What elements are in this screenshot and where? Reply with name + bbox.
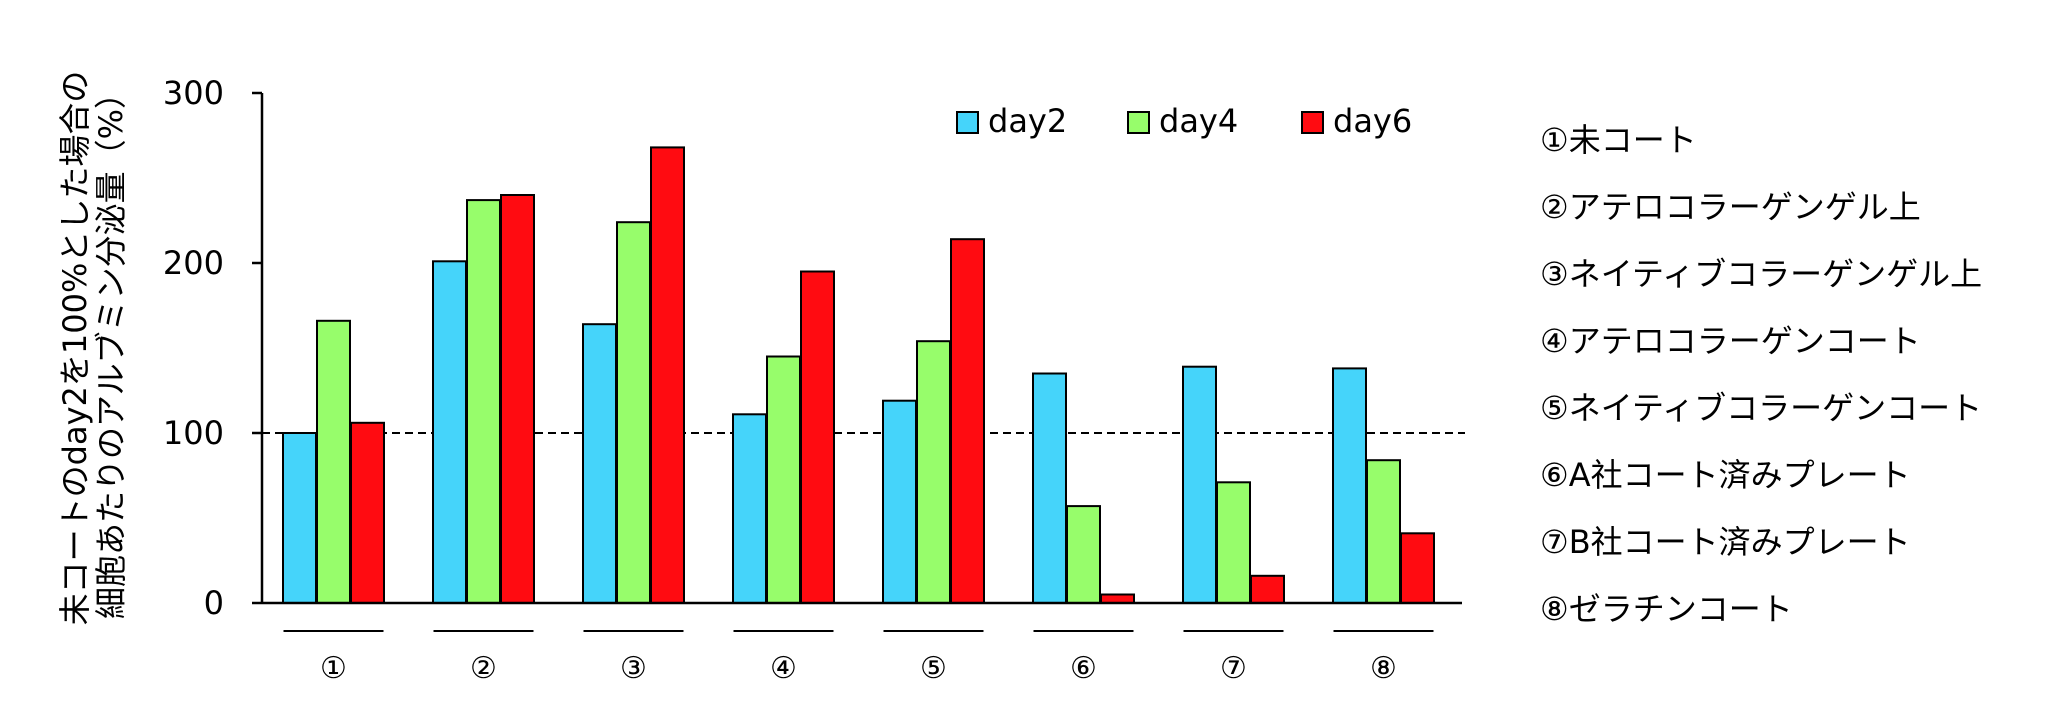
bar-day4 — [1366, 459, 1401, 605]
bar-day4 — [916, 340, 951, 604]
bar-day2 — [882, 399, 917, 605]
bar-day4 — [466, 199, 501, 604]
bar-day2 — [282, 432, 317, 604]
bar-day2 — [1332, 367, 1367, 604]
y-axis-title-line: 未コートのday2を100%とした場合の — [56, 71, 94, 626]
y-tick-label: 0 — [204, 584, 224, 622]
x-tick-label: ⑤ — [920, 651, 947, 686]
x-tick-label: ⑥ — [1070, 651, 1097, 686]
y-tick-label: 300 — [163, 74, 224, 112]
bar-day2 — [582, 323, 617, 604]
x-tick-label: ⑧ — [1370, 651, 1397, 686]
bar-day4 — [616, 221, 651, 604]
category-description: ⑦B社コート済みプレート — [1540, 523, 1911, 561]
legend-swatch-day6 — [1301, 111, 1324, 134]
legend-swatch-day2 — [956, 111, 979, 134]
y-tick-label: 100 — [163, 414, 224, 452]
bar-day2 — [432, 260, 467, 604]
legend-label: day6 — [1333, 102, 1412, 140]
bar-day6 — [1250, 574, 1285, 604]
category-description: ⑤ネイティブコラーゲンコート — [1540, 389, 1983, 427]
bar-day6 — [650, 146, 685, 604]
category-description-list: ①未コート ②アテロコラーゲンゲル上 ③ネイティブコラーゲンゲル上 ④アテロコラ… — [1540, 120, 1982, 656]
bar-day6 — [800, 270, 835, 604]
x-tick-label: ① — [320, 651, 347, 686]
bar-day6 — [500, 194, 535, 604]
bar-day6 — [950, 238, 985, 604]
bars — [282, 146, 1435, 605]
bar-day4 — [1066, 505, 1101, 605]
bar-day2 — [1032, 372, 1067, 604]
x-tick-label: ④ — [770, 651, 797, 686]
bar-day6 — [1100, 593, 1135, 604]
y-axis-title-line: 細胞あたりのアルブミン分泌量（%） — [92, 77, 130, 619]
bar-day4 — [766, 355, 801, 604]
x-tick-label: ② — [470, 651, 497, 686]
category-description: ①未コート — [1540, 121, 1697, 159]
legend-swatch-day4 — [1127, 111, 1150, 134]
legend-label: day4 — [1159, 102, 1238, 140]
x-axis: ① ② ③ ④ ⑤ ⑥ ⑦ ⑧ — [262, 601, 1462, 686]
legend-label: day2 — [988, 102, 1067, 140]
y-tick-label: 200 — [163, 244, 224, 282]
x-tick-label: ③ — [620, 651, 647, 686]
category-description: ⑥A社コート済みプレート — [1540, 456, 1911, 494]
bar-day2 — [1182, 365, 1217, 605]
x-tick-label: ⑦ — [1220, 651, 1247, 686]
bar-day2 — [732, 413, 767, 604]
bar-day6 — [350, 421, 385, 604]
legend: day2 day4 day6 — [956, 102, 1412, 140]
bar-day4 — [1216, 481, 1251, 604]
bar-day4 — [316, 319, 351, 604]
y-axis: 0 100 200 300 — [163, 74, 264, 622]
category-description: ③ネイティブコラーゲンゲル上 — [1540, 255, 1983, 293]
category-description: ②アテロコラーゲンゲル上 — [1540, 188, 1921, 226]
category-description: ⑧ゼラチンコート — [1540, 590, 1793, 628]
bar-day6 — [1400, 532, 1435, 604]
category-description: ④アテロコラーゲンコート — [1540, 322, 1921, 360]
